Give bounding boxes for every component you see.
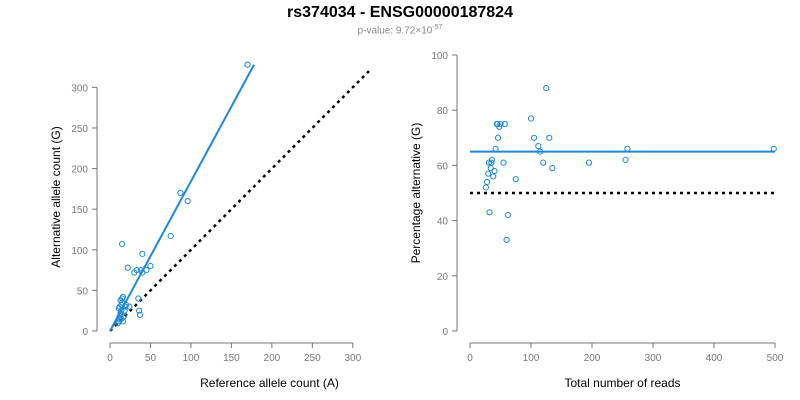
data-point [119,241,126,248]
data-point [167,232,174,240]
y-tick-label: 50 [77,286,89,297]
data-point [497,120,504,128]
data-point [546,134,553,141]
data-point [624,145,631,152]
data-point [487,165,494,172]
data-point [486,209,493,216]
data-point [139,250,146,257]
data-point [120,313,127,320]
y-tick-label: 0 [442,327,448,338]
data-point [527,115,535,122]
data-point [490,173,497,180]
data-point [123,301,130,309]
x-tick-label: 50 [145,353,157,364]
data-point [492,145,499,152]
y-tick-label: 40 [437,217,449,228]
data-point [482,184,489,191]
data-point [124,264,131,271]
data-point [244,61,251,68]
x-tick-label: 400 [706,353,723,364]
x-tick-label: 500 [767,353,784,364]
y-tick-label: 150 [71,205,88,216]
data-point [184,197,191,205]
data-point [121,307,128,314]
data-point [119,293,127,300]
data-point [483,178,491,186]
data-point [504,211,511,219]
data-point [512,176,519,183]
x-axis-title: Total number of reads [564,376,680,390]
data-point [491,167,498,175]
data-point [530,134,538,141]
data-point [501,120,508,128]
data-point [535,142,542,150]
y-tick-label: 0 [82,327,88,338]
y-tick-label: 250 [71,124,88,135]
data-point [585,159,593,166]
y-tick-label: 80 [437,106,449,117]
data-point [543,85,550,92]
x-tick-label: 150 [223,353,240,364]
data-point [500,159,507,166]
y-tick-label: 60 [437,161,449,172]
data-point [147,262,154,270]
x-tick-label: 200 [584,353,601,364]
x-tick-label: 300 [645,353,662,364]
p-value-exponent: -57 [432,24,443,31]
data-point [126,303,133,310]
reference-line [109,70,370,332]
data-point [136,307,143,314]
chart-subtitle: p-value: 9.72×10-57 [0,24,800,36]
y-axis-title: Percentage alternative (G) [409,123,423,264]
x-tick-label: 100 [183,353,200,364]
x-tick-label: 200 [264,353,281,364]
data-point [136,311,144,318]
data-point [549,165,556,172]
data-point [503,236,510,244]
y-tick-label: 100 [431,51,448,62]
data-point [177,189,184,197]
y-tick-label: 200 [71,165,88,176]
data-point [488,156,496,163]
y-axis-title: Alternative allele count (G) [49,126,63,267]
y-tick-label: 300 [71,83,88,94]
data-point [133,266,140,274]
x-tick-label: 0 [107,353,113,364]
data-point [135,295,142,302]
data-point [622,156,629,163]
fit-line [109,64,255,332]
data-point [488,159,495,166]
plot-1: 0 50 100 150 200 250 300 0 50 100 150 200 250 300 Refe… [49,61,370,390]
p-value-text: p-value: 9.72×10 [357,25,433,37]
y-tick-label: 100 [71,246,88,257]
x-tick-label: 0 [467,353,473,364]
chart-title: rs374034 - ENSG00000187824 [287,4,513,21]
x-tick-label: 100 [523,353,540,364]
y-tick-label: 20 [437,272,449,283]
plot-2: 0 100 200 300 400 500 0 20 40 60 80 100 Total number… [409,51,784,390]
x-tick-label: 300 [344,353,361,364]
data-point [770,145,777,152]
data-point [485,170,492,177]
x-axis-title: Reference allele count (A) [200,376,339,390]
data-point [494,134,502,141]
data-point [540,159,547,166]
data-point [537,148,544,155]
x-tick-label: 250 [304,353,321,364]
data-point [143,266,150,274]
